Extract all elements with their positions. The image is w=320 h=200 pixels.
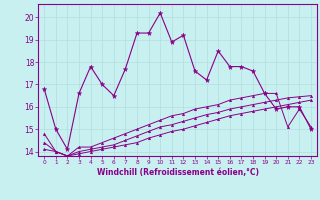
X-axis label: Windchill (Refroidissement éolien,°C): Windchill (Refroidissement éolien,°C)	[97, 168, 259, 177]
